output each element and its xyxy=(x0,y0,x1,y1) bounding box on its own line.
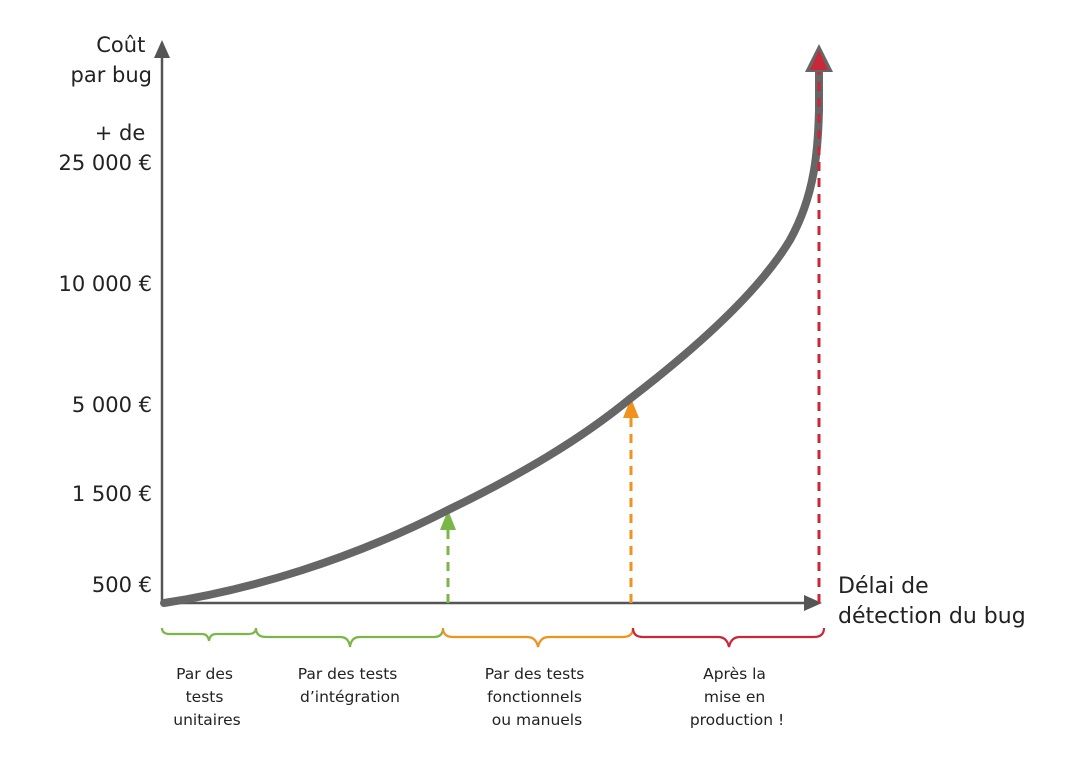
phase-label-production-line-3: production ! xyxy=(690,711,784,729)
milestone-arrowhead-production xyxy=(810,50,828,70)
y-axis-title-line-2: par bug xyxy=(71,63,152,87)
phase-label-production-line-2: mise en xyxy=(704,688,765,706)
phase-brace-functional xyxy=(441,627,635,648)
phase-label-functional-line-3: ou manuels xyxy=(492,711,582,729)
phase-label-production: Après la mise en production ! xyxy=(690,665,784,729)
phase-label-functional-line-2: fonctionnels xyxy=(487,688,582,706)
phase-brace-production xyxy=(631,627,826,648)
y-axis-arrowhead xyxy=(154,40,170,58)
y-tick-10000: 10 000 € xyxy=(58,272,152,296)
phase-label-unit: Par des tests unitaires xyxy=(173,665,240,729)
phase-label-integration-line-1: Par des tests xyxy=(298,665,398,683)
cost-curve xyxy=(160,58,823,607)
phase-label-integration-line-2: d’intégration xyxy=(300,688,400,706)
x-axis-title-line-1: Délai de xyxy=(838,574,929,599)
y-tick-1500: 1 500 € xyxy=(72,482,152,506)
phase-brace-integration xyxy=(254,627,445,648)
y-axis-title-line-1: Coût xyxy=(96,33,145,57)
phase-label-functional-line-1: Par des tests xyxy=(485,665,585,683)
x-axis-title-line-2: détection du bug xyxy=(838,604,1026,629)
y-tick-25000-line-1: + de xyxy=(95,121,146,145)
y-axis-title: Coût par bug xyxy=(71,33,152,87)
phase-label-unit-line-1: Par des xyxy=(176,665,233,683)
x-axis-title: Délai de détection du bug xyxy=(838,574,1026,629)
y-tick-25000-line-2: 25 000 € xyxy=(58,151,152,175)
phase-label-production-line-1: Après la xyxy=(703,665,766,683)
y-tick-500: 500 € xyxy=(92,573,152,597)
x-axis-arrowhead xyxy=(804,595,822,611)
phase-label-unit-line-2: tests xyxy=(186,688,224,706)
phase-label-unit-line-3: unitaires xyxy=(173,711,240,729)
phase-label-functional: Par des tests fonctionnels ou manuels xyxy=(485,665,590,729)
y-tick-25000: + de 25 000 € xyxy=(58,121,152,175)
y-tick-5000: 5 000 € xyxy=(72,393,152,417)
milestone-arrowhead-functional xyxy=(623,398,639,418)
phase-label-integration: Par des tests d’intégration xyxy=(298,665,403,706)
milestone-arrowhead-integration xyxy=(440,510,456,530)
phase-brace-unit xyxy=(160,627,258,642)
